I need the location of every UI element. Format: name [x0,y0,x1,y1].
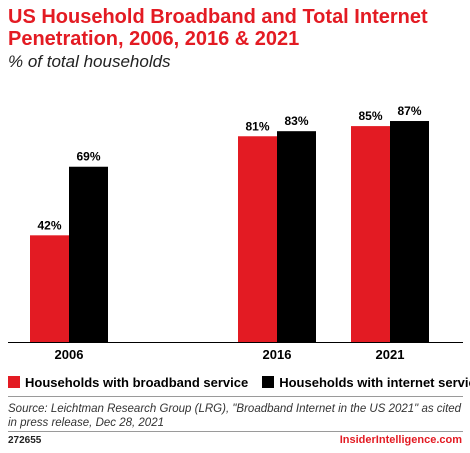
source-note: Source: Leichtman Research Group (LRG), … [8,403,462,429]
source-divider [8,396,463,397]
data-label-internet-2016: 83% [284,114,308,128]
legend-swatch-internet [262,376,275,388]
x-tick-label-2021: 2021 [375,347,405,362]
legend-label-internet: Households with internet service [279,374,470,390]
legend-item-broadband: Households with broadband service [8,375,248,390]
data-label-broadband-2016: 81% [245,119,269,133]
brand-link[interactable]: InsiderIntelligence.com [339,434,462,446]
bar-internet-2021 [390,121,429,342]
data-label-internet-2021: 87% [397,104,421,118]
x-tick-label-2016: 2016 [262,347,292,362]
bar-internet-2016 [277,131,316,342]
bar-broadband-2021 [351,126,390,342]
data-label-broadband-2006: 42% [37,218,61,232]
data-label-broadband-2021: 85% [358,109,382,123]
legend-item-internet: Households with internet service [262,375,470,390]
chart-legend: Households with broadband service Househ… [8,373,470,391]
bar-broadband-2016 [238,136,277,342]
data-label-internet-2006: 69% [76,150,100,164]
chart-title: US Household Broadband and Total Interne… [8,6,428,50]
bar-broadband-2006 [30,235,69,342]
chart-id: 272655 [8,435,42,446]
bar-chart-svg: 42% 69% 81% 83% 85% 87% [8,104,463,343]
legend-label-broadband: Households with broadband service [25,374,249,390]
footer-divider [8,431,463,432]
x-axis-labels: 2006 2016 2021 [8,347,463,365]
chart-subtitle: % of total households [8,52,171,71]
bar-internet-2006 [69,166,108,342]
x-tick-label-2006: 2006 [54,347,84,362]
legend-swatch-broadband [8,376,20,388]
bar-chart: 42% 69% 81% 83% 85% 87% [8,88,463,343]
